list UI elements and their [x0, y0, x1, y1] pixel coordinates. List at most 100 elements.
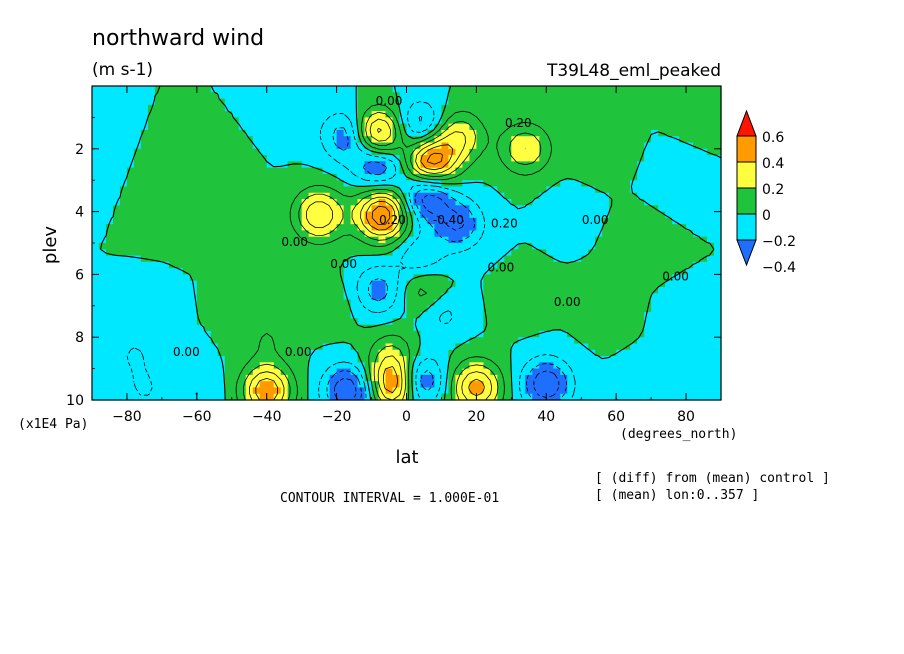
field-cell — [92, 129, 142, 137]
field-cell — [434, 230, 470, 238]
field-cell — [364, 362, 373, 370]
field-cell — [511, 368, 533, 376]
field-cell — [434, 381, 450, 389]
field-cell — [308, 374, 331, 382]
field-cell — [448, 161, 464, 169]
field-cell — [357, 356, 380, 363]
field-cell — [147, 111, 233, 118]
field-cell — [581, 255, 708, 263]
field-cell — [92, 236, 107, 244]
field-cell — [273, 393, 289, 401]
field-cell — [448, 192, 505, 200]
field-cell — [483, 381, 498, 389]
field-cell — [462, 161, 638, 169]
field-cell — [483, 312, 645, 319]
field-cell — [539, 142, 645, 150]
y-tick-label: 10 — [66, 393, 84, 409]
field-cell — [168, 261, 345, 269]
field-cell — [140, 142, 254, 150]
field-cell — [413, 324, 484, 332]
field-cell — [511, 249, 547, 257]
field-cell — [385, 280, 408, 288]
field-cell — [511, 356, 722, 363]
field-cell — [92, 104, 149, 112]
field-cell — [392, 205, 401, 213]
field-cell — [350, 255, 505, 263]
field-cell — [441, 142, 450, 150]
field-cell — [92, 192, 121, 200]
field-cell — [525, 387, 568, 395]
field-cell — [392, 249, 512, 257]
field-cell — [378, 349, 401, 357]
field-cell — [98, 243, 401, 250]
field-cell — [392, 211, 401, 219]
field-cell — [448, 92, 722, 100]
field-cell — [92, 111, 149, 118]
field-cell — [224, 104, 359, 112]
field-cell — [105, 236, 380, 244]
field-cell — [301, 161, 366, 169]
field-cell — [329, 387, 366, 395]
field-cell — [497, 186, 547, 194]
field-cell — [595, 243, 715, 250]
field-cell — [469, 205, 610, 213]
field-cell — [224, 381, 247, 389]
field-cell — [336, 136, 352, 144]
field-cell — [301, 217, 345, 225]
field-cell — [133, 155, 268, 162]
field-cell — [92, 356, 226, 363]
field-cell — [238, 123, 359, 131]
field-cell — [133, 161, 268, 169]
contour-line — [334, 194, 560, 401]
field-cell — [476, 224, 603, 232]
field-cell — [483, 318, 645, 326]
contour-label: 0.00 — [330, 257, 357, 271]
field-cell — [343, 217, 352, 225]
field-cell — [518, 337, 575, 345]
field-cell — [413, 155, 422, 162]
field-cell — [497, 374, 512, 382]
field-cell — [609, 192, 638, 200]
field-cell — [595, 349, 617, 357]
field-cell — [266, 155, 401, 162]
field-cell — [644, 330, 722, 338]
plot-area: 0.00 0.20 0.00 0.20 -0.40 0.20 0.00 0.00 0.00 0.0… — [91, 85, 722, 401]
field-cell — [686, 268, 722, 275]
field-cell — [259, 381, 275, 389]
field-cell — [637, 167, 722, 175]
field-cell — [350, 312, 408, 319]
field-cell — [406, 286, 450, 294]
field-cell — [567, 330, 645, 338]
field-cell — [560, 368, 722, 376]
field-cell — [147, 123, 240, 131]
field-cell — [371, 393, 380, 401]
field-cell — [448, 356, 512, 363]
y-tick-label: 6 — [75, 267, 84, 283]
field-cell — [658, 129, 722, 137]
field-cell — [602, 224, 687, 232]
field-cell — [420, 374, 436, 382]
field-cell — [154, 92, 219, 100]
field-cell — [644, 155, 722, 162]
field-cell — [364, 167, 387, 175]
field-cell — [483, 387, 498, 395]
field-cell — [140, 129, 247, 137]
x-axis: −80 −60 −40 −20 0 20 40 60 80 — [91, 86, 722, 425]
colorbar-label: 0.4 — [762, 156, 784, 172]
field-cell — [308, 362, 366, 370]
field-cell — [399, 205, 408, 213]
field-cell — [329, 192, 373, 200]
field-cell — [224, 356, 310, 363]
field-cell — [406, 192, 415, 200]
field-cell — [364, 117, 394, 125]
field-cell — [511, 142, 540, 150]
field-cell — [406, 356, 415, 363]
field-cell — [406, 173, 638, 181]
field-cell — [469, 148, 512, 156]
field-cell — [364, 368, 373, 376]
contour-label: 0.00 — [281, 235, 308, 249]
field-cell — [357, 224, 373, 232]
field-cell — [392, 368, 408, 376]
field-cell — [92, 381, 226, 389]
field-cell — [392, 123, 408, 131]
